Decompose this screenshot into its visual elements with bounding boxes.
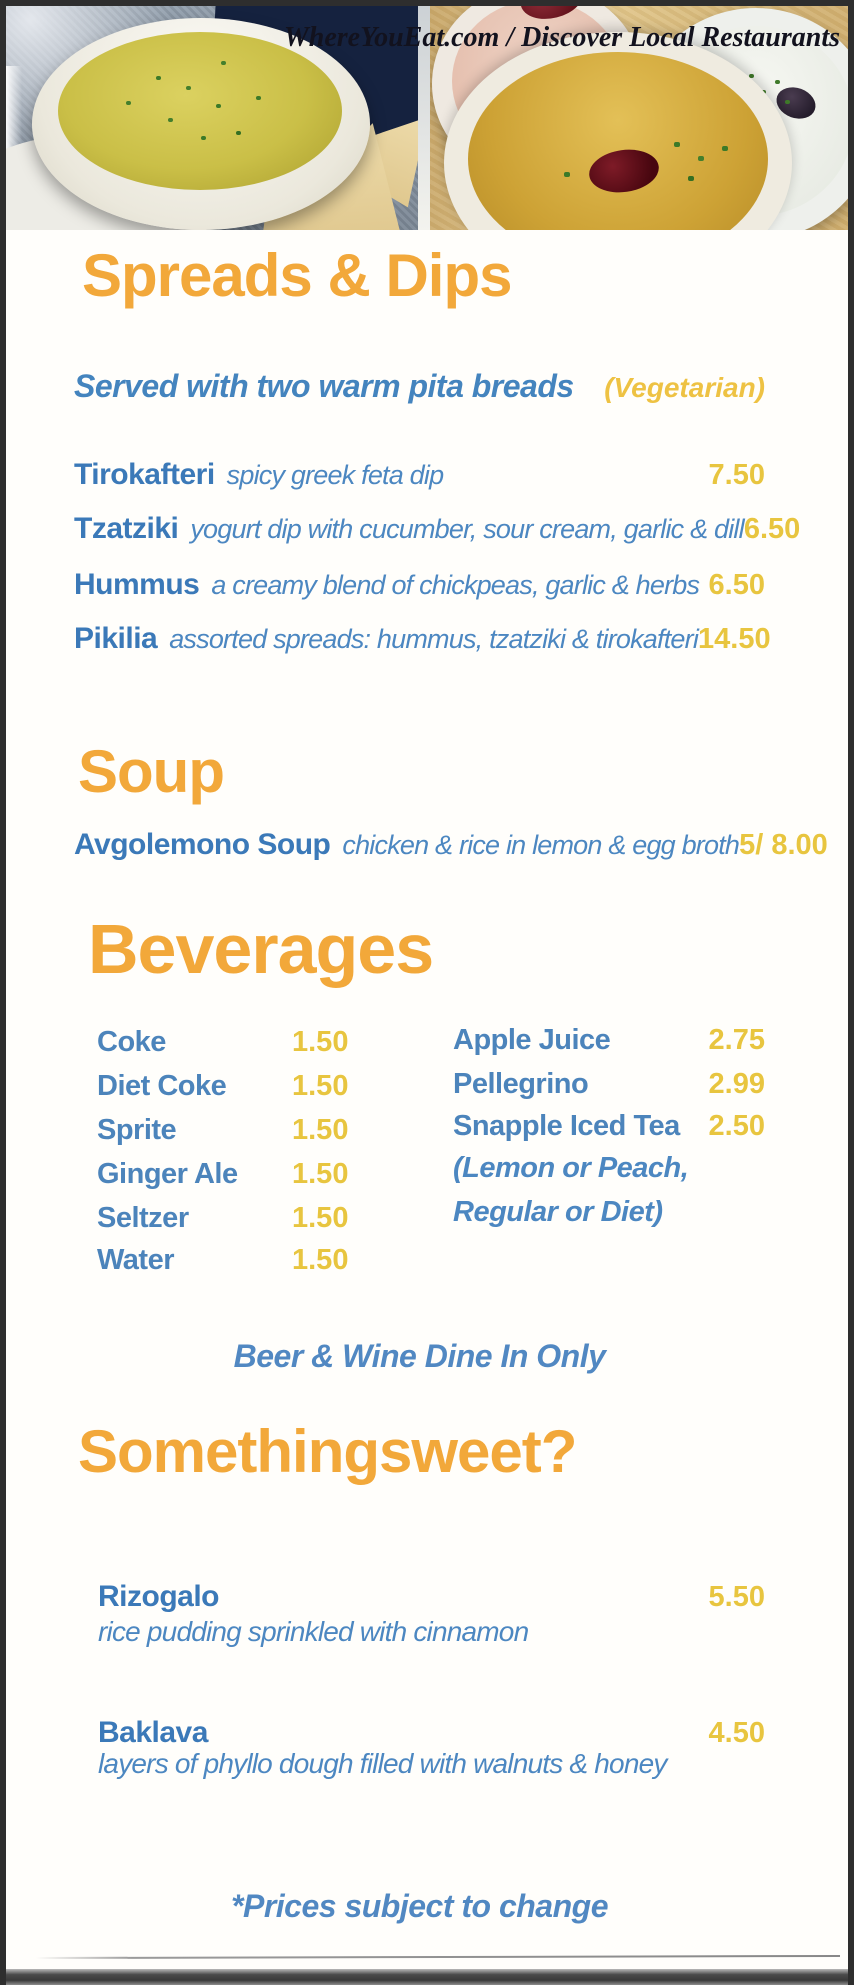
- item-name: Pikilia: [74, 622, 158, 655]
- item-desc: yogurt dip with cucumber, sour cream, ga…: [190, 514, 744, 544]
- beverage-price: 1.50: [292, 1158, 349, 1190]
- section-title-desserts: Somethingsweet?: [78, 1418, 577, 1485]
- herb-garnish: [156, 76, 161, 80]
- item-price: 4.50: [708, 1717, 765, 1749]
- item-text: Avgolemono Soup chicken & rice in lemon …: [74, 828, 740, 862]
- flavor-note-line: (Lemon or Peach,: [453, 1152, 689, 1184]
- section-title-beverages: Beverages: [88, 910, 434, 988]
- menu-item-row: Hummus a creamy blend of chickpeas, garl…: [74, 568, 765, 602]
- hummus-dip: [468, 52, 768, 230]
- beverage-name: Sprite: [97, 1114, 177, 1146]
- flavor-note-line: Regular or Diet): [453, 1196, 663, 1228]
- hummus-bowl: [444, 32, 792, 230]
- scan-bottom-shadow: [6, 1969, 848, 1985]
- dips-photo: [430, 6, 848, 230]
- item-text: Hummus a creamy blend of chickpeas, garl…: [74, 568, 700, 602]
- item-text: Pikilia assorted spreads: hummus, tzatzi…: [74, 622, 699, 656]
- beverage-name: Seltzer: [97, 1202, 189, 1234]
- beverage-name: Apple Juice: [453, 1024, 611, 1056]
- item-name: Hummus: [74, 568, 200, 601]
- beverage-row: Pellegrino 2.99: [453, 1068, 765, 1101]
- item-desc: rice pudding sprinkled with cinnamon: [98, 1616, 529, 1647]
- spreads-subtitle: Served with two warm pita breads: [74, 368, 574, 404]
- menu-item-row: Tzatziki yogurt dip with cucumber, sour …: [74, 512, 800, 546]
- beverage-price: 1.50: [292, 1114, 349, 1146]
- beverage-row: Diet Coke 1.50: [97, 1070, 348, 1103]
- beverage-name: Coke: [97, 1026, 166, 1058]
- footer-note: *Prices subject to change: [231, 1888, 608, 1924]
- watermark: WhereYouEat.com / Discover Local Restaur…: [283, 22, 840, 53]
- menu-item-row: Avgolemono Soup chicken & rice in lemon …: [74, 828, 828, 862]
- menu-item-row: Tirokafteri spicy greek feta dip 7.50: [74, 458, 765, 492]
- beverage-price: 1.50: [292, 1070, 349, 1102]
- item-price: 5/ 8.00: [739, 829, 828, 861]
- beverage-row: Apple Juice 2.75: [453, 1024, 765, 1057]
- dessert-row: Rizogalo 5.50: [98, 1580, 765, 1614]
- item-price: 6.50: [708, 569, 765, 601]
- header-photos: WhereYouEat.com / Discover Local Restaur…: [6, 6, 848, 230]
- beverage-price: 1.50: [292, 1026, 349, 1058]
- section-title-spreads: Spreads & Dips: [82, 242, 512, 309]
- herb-garnish: [674, 142, 680, 147]
- scan-edge-line: [35, 1954, 841, 1960]
- beverage-name: Pellegrino: [453, 1068, 589, 1100]
- beverage-row: Coke 1.50: [97, 1026, 348, 1059]
- item-desc: assorted spreads: hummus, tzatziki & tir…: [169, 624, 699, 654]
- photo-divider: [418, 6, 430, 230]
- section-title-soup: Soup: [78, 738, 225, 805]
- beverage-row: Water 1.50: [97, 1244, 348, 1277]
- item-text: Tirokafteri spicy greek feta dip: [74, 458, 444, 492]
- item-price: 7.50: [708, 459, 765, 491]
- item-name: Avgolemono Soup: [74, 828, 331, 861]
- dessert-row: Baklava 4.50: [98, 1716, 765, 1750]
- soup-photo: [6, 6, 418, 230]
- spreads-subtitle-row: Served with two warm pita breads (Vegeta…: [74, 368, 765, 405]
- item-price: 14.50: [698, 623, 771, 655]
- dine-in-note: Beer & Wine Dine In Only: [233, 1338, 606, 1374]
- item-desc: layers of phyllo dough filled with walnu…: [98, 1748, 667, 1779]
- item-name: Tzatziki: [74, 512, 179, 545]
- beverage-name: Diet Coke: [97, 1070, 227, 1102]
- vegetarian-note: (Vegetarian): [604, 372, 765, 403]
- herb-garnish: [775, 80, 780, 84]
- beverage-price: 1.50: [292, 1244, 349, 1276]
- item-desc: spicy greek feta dip: [226, 460, 444, 490]
- beverage-price: 1.50: [292, 1202, 349, 1234]
- item-price: 5.50: [708, 1581, 765, 1613]
- beverage-name: Ginger Ale: [97, 1158, 238, 1190]
- beverage-price: 2.75: [708, 1024, 765, 1056]
- beverage-row: Seltzer 1.50: [97, 1202, 348, 1235]
- beverage-price: 2.50: [708, 1110, 765, 1142]
- beverage-row: Sprite 1.50: [97, 1114, 348, 1147]
- item-name: Rizogalo: [98, 1580, 220, 1613]
- item-name: Baklava: [98, 1716, 208, 1749]
- soup-liquid: [58, 32, 342, 190]
- item-text: Tzatziki yogurt dip with cucumber, sour …: [74, 512, 745, 546]
- beverage-name: Snapple Iced Tea: [453, 1110, 680, 1142]
- item-name: Tirokafteri: [74, 458, 215, 491]
- beverage-price: 2.99: [708, 1068, 765, 1100]
- item-desc: chicken & rice in lemon & egg broth: [342, 830, 740, 860]
- menu-item-row: Pikilia assorted spreads: hummus, tzatzi…: [74, 622, 771, 656]
- item-price: 6.50: [743, 513, 801, 545]
- beverage-name: Water: [97, 1244, 175, 1276]
- item-desc: a creamy blend of chickpeas, garlic & he…: [211, 570, 700, 600]
- beverage-row: Ginger Ale 1.50: [97, 1158, 348, 1191]
- beverage-row: Snapple Iced Tea 2.50: [453, 1110, 765, 1143]
